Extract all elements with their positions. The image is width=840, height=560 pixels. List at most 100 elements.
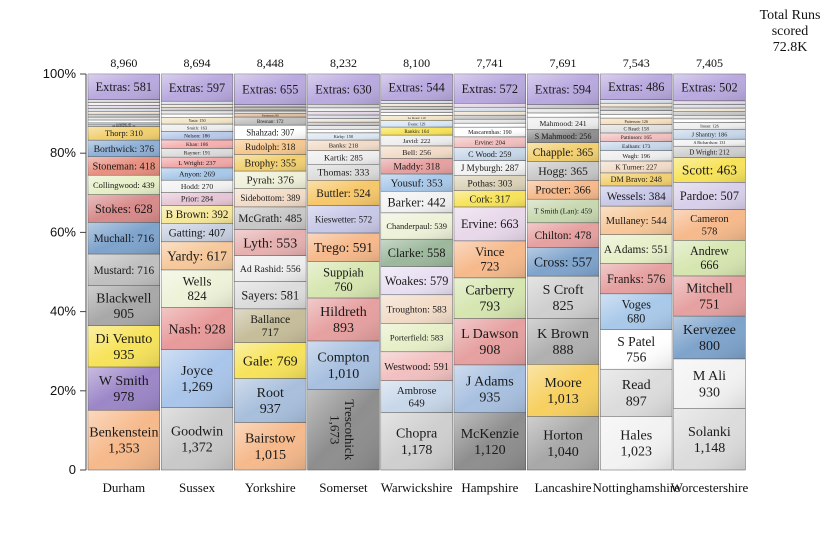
segment-root-shade: [234, 378, 307, 423]
column-total-label: 8,100: [403, 56, 430, 70]
segment-benkenstein-shade: [88, 410, 160, 470]
segment-label: Goodwin 1,372: [171, 424, 223, 455]
segment-label: Lyth: 553: [243, 236, 297, 251]
segment-s-mahmood-shade: [527, 129, 599, 143]
minor-segment-shade: [527, 108, 599, 113]
segment-label: Kieswetter: 572: [315, 214, 372, 224]
stacked-columns: Benkenstein 1,353 W Smith 978 Di Venuto 935 Bl…: [87, 56, 748, 495]
column-total-label: 8,448: [257, 56, 284, 70]
column-warwickshire: Chopra 1,178 Ambrose 649 Westwood: 591 Porter…: [380, 56, 453, 495]
segment-label: Woakes: 579: [385, 274, 449, 288]
minor-segment-shade: [454, 107, 526, 112]
segment-label: Sayers: 581: [241, 289, 299, 303]
segment-t-smith-lan--shade: [527, 199, 599, 223]
minor-segment-shade: [600, 114, 673, 119]
minor-segment-shade: [161, 104, 233, 108]
y-tick-label: 100%: [43, 66, 77, 81]
segment-label: Stoneman: 418: [93, 162, 156, 173]
segment-cork-shade: [454, 190, 526, 207]
segment-d-wright-shade: [673, 146, 746, 158]
minor-segment-shade: [673, 100, 746, 105]
segment-label: Prior: 284: [181, 195, 213, 204]
segment-ballance-shade: [234, 308, 307, 343]
segment-chilton-shade: [527, 222, 599, 248]
minor-segment-shade: [600, 99, 673, 104]
segment-bresnan-shade: [234, 117, 307, 126]
total-runs-summary: Total Runs scored 72.8K: [750, 8, 830, 56]
segment-evans-shade: [380, 120, 453, 128]
segment-label: Di Venuto 935: [95, 332, 152, 363]
segment-andrew-shade: [673, 240, 746, 276]
column-category-label: Nottinghamshire: [593, 480, 681, 495]
segment-label: Troughton: 583: [387, 304, 447, 315]
segment-b-brown-shade: [161, 205, 233, 224]
minor-segment-shade: [234, 111, 307, 114]
segment-collingwood-shade: [88, 175, 160, 195]
segment-label: Ervine: 204: [475, 139, 506, 146]
minor-segment-shade: [527, 104, 599, 109]
segment-label: Chanderpaul: 539: [386, 221, 447, 231]
segment-wells-shade: [161, 269, 233, 308]
minor-segment-shade: [234, 110, 307, 112]
minor-segment-shade: [673, 104, 746, 109]
segment-w-smith-shade: [88, 366, 160, 411]
segment-bairstow-shade: [234, 422, 307, 470]
segment-thorp-shade: [88, 126, 160, 141]
segment-label: C Wood: 259: [468, 150, 511, 159]
minor-segment-shade: [234, 106, 307, 108]
minor-segment-shade: [380, 106, 453, 110]
segment-label: McKenzie 1,120: [461, 427, 519, 458]
segment-label: Westwood: 591: [384, 362, 449, 373]
segment-buttler-shade: [307, 180, 380, 206]
segment-thomas-shade: [307, 164, 380, 181]
segment-mahmood-shade: [527, 117, 599, 130]
segment-gatting-shade: [161, 223, 233, 242]
y-tick-label: 0: [69, 462, 76, 477]
segment-label: Muchall: 716: [94, 233, 155, 245]
segment-label: Cross: 557: [534, 254, 592, 269]
segment-label: Khan: 186: [186, 142, 209, 148]
segment-sidebottom-shade: [234, 188, 307, 207]
segment-label: Bresnan: 172: [257, 120, 284, 125]
segment-pardoe-shade: [673, 182, 746, 210]
segment-label: Patterson: 126: [624, 119, 648, 124]
segment-label: Ealham: 173: [622, 144, 651, 150]
segment-muchall-shade: [88, 222, 160, 255]
segment-label: Smith: 163: [187, 125, 208, 130]
segment-label: Pattinson: 165: [621, 135, 652, 141]
segment-label: A Adams: 551: [604, 244, 669, 256]
segment-label: Benkenstein 1,353: [89, 426, 158, 457]
segment-bell-shade: [380, 145, 453, 159]
segment-label: Mitchell 751: [686, 281, 733, 312]
segment-blackwell-shade: [88, 285, 160, 326]
segment-hodd-shade: [161, 180, 233, 193]
segment-ad-rashid-shade: [234, 255, 307, 282]
segment-label: Thorp: 310: [105, 128, 143, 138]
segment-j-myburgh-shade: [454, 160, 526, 176]
minor-segment-shade: [380, 112, 453, 116]
segment-yardy-shade: [161, 241, 233, 270]
segment-ervine-shade: [454, 136, 526, 148]
minor-segment-shade: [88, 114, 160, 118]
segment-label: T Smith (Lan): 459: [534, 207, 592, 216]
segment-imran-shade: [673, 122, 746, 130]
minor-segment-shade: [307, 118, 380, 123]
segment-coetzer-shade: [88, 122, 160, 125]
minor-segment-shade: [161, 110, 233, 115]
segment-label: Carberry 793: [465, 283, 514, 314]
segment-label: Bell: 256: [402, 148, 431, 157]
minor-segment-shade: [88, 108, 160, 112]
minor-segment-shade: [88, 105, 160, 109]
segment-nelson-shade: [161, 131, 233, 140]
segment-solanki-shade: [673, 408, 746, 470]
segment-label: Suppiah 760: [323, 266, 364, 294]
segment-label: Clarke: 558: [388, 246, 446, 260]
segment-shahzad-shade: [234, 125, 307, 140]
segment-label: Evans: 129: [408, 122, 425, 126]
segment-label: Yasir: 150: [188, 118, 205, 123]
segment-label: Extras: 581: [96, 80, 152, 94]
segment-label: Gatting: 407: [169, 227, 226, 239]
segment-label: Patterson: 80: [262, 113, 279, 117]
segment-label: Voges 680: [622, 298, 652, 326]
segment-extras-shade: [88, 74, 160, 100]
